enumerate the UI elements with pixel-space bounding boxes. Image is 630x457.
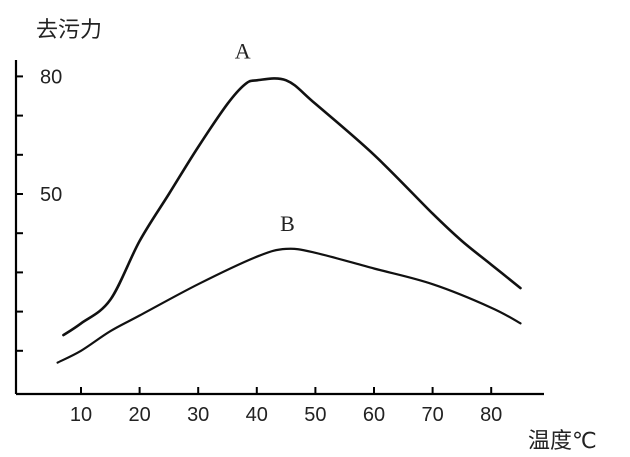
x-tick-label-10: 10 (70, 404, 92, 426)
x-tick-label-40: 40 (246, 404, 268, 426)
series-b-label: B (280, 211, 295, 236)
ticks (16, 75, 493, 394)
series-a-label: A (235, 38, 251, 63)
x-tick-label-70: 70 (421, 404, 443, 426)
series-b-line (56, 247, 522, 364)
x-tick-label-20: 20 (128, 404, 150, 426)
x-tick-label-60: 60 (363, 404, 385, 426)
tick-labels: 10 20 30 40 50 60 70 80 50 80 (40, 66, 502, 426)
y-axis-title: 去污力 (36, 18, 102, 43)
y-tick-label-50: 50 (40, 184, 62, 206)
x-axis-title: 温度℃ (528, 429, 597, 454)
x-tick-label-80: 80 (480, 404, 502, 426)
y-tick-label-80: 80 (40, 66, 62, 88)
x-tick-label-50: 50 (304, 404, 326, 426)
series-a-line (62, 77, 522, 337)
x-tick-label-30: 30 (187, 404, 209, 426)
curves: AB (56, 38, 522, 364)
